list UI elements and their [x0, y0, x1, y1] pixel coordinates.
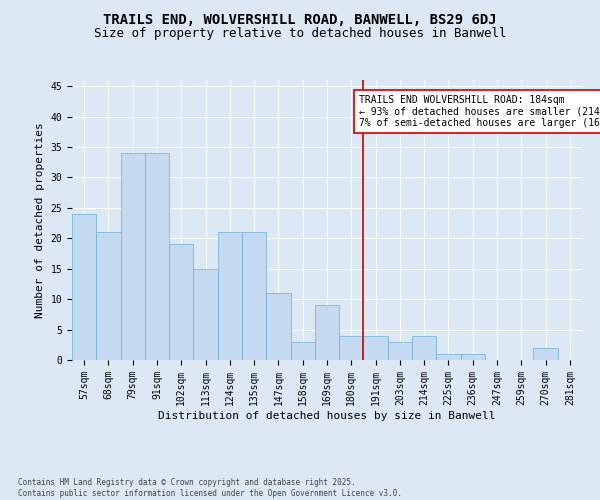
Bar: [315, 305, 339, 360]
Text: TRAILS END WOLVERSHILL ROAD: 184sqm
← 93% of detached houses are smaller (214)
7: TRAILS END WOLVERSHILL ROAD: 184sqm ← 93…: [359, 95, 600, 128]
Bar: [266, 293, 290, 360]
X-axis label: Distribution of detached houses by size in Banwell: Distribution of detached houses by size …: [158, 410, 496, 420]
Bar: [145, 153, 169, 360]
Y-axis label: Number of detached properties: Number of detached properties: [35, 122, 45, 318]
Bar: [242, 232, 266, 360]
Text: Contains HM Land Registry data © Crown copyright and database right 2025.
Contai: Contains HM Land Registry data © Crown c…: [18, 478, 402, 498]
Bar: [436, 354, 461, 360]
Bar: [364, 336, 388, 360]
Bar: [533, 348, 558, 360]
Bar: [290, 342, 315, 360]
Bar: [412, 336, 436, 360]
Bar: [193, 268, 218, 360]
Bar: [339, 336, 364, 360]
Bar: [218, 232, 242, 360]
Bar: [169, 244, 193, 360]
Bar: [72, 214, 96, 360]
Text: TRAILS END, WOLVERSHILL ROAD, BANWELL, BS29 6DJ: TRAILS END, WOLVERSHILL ROAD, BANWELL, B…: [103, 12, 497, 26]
Bar: [121, 153, 145, 360]
Bar: [461, 354, 485, 360]
Bar: [388, 342, 412, 360]
Text: Size of property relative to detached houses in Banwell: Size of property relative to detached ho…: [94, 28, 506, 40]
Bar: [96, 232, 121, 360]
